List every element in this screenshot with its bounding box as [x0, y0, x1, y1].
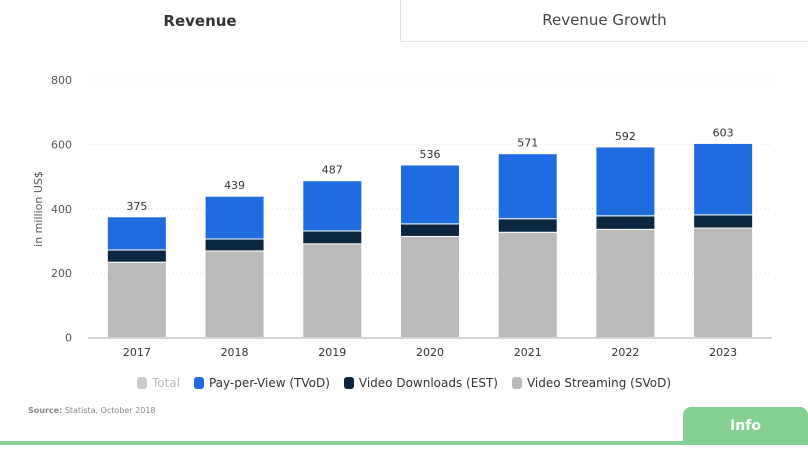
bar-segment [400, 223, 460, 237]
info-button[interactable]: Info [683, 407, 808, 444]
x-tick-label: 2022 [611, 346, 639, 359]
legend-item-est[interactable]: Video Downloads (EST) [343, 376, 498, 390]
legend-item-total[interactable]: Total [136, 376, 180, 390]
bar-segment [693, 142, 754, 216]
y-axis-label: in million US$ [32, 171, 45, 247]
stacked-bar-chart: 0 200 400 600 800 in million US$ 375 2017 439 201… [32, 74, 772, 359]
total-data-label: 487 [322, 164, 343, 177]
bar-segment [693, 214, 754, 229]
y-tick-label: 400 [51, 203, 72, 216]
legend-item-tvod[interactable]: Pay-per-View (TVoD) [193, 376, 330, 390]
bar-segment [400, 164, 460, 225]
total-data-label: 375 [126, 200, 147, 213]
bottom-accent-line [0, 441, 808, 445]
bar-segment [204, 238, 265, 252]
y-tick-label: 200 [51, 267, 72, 280]
bar-segment [595, 146, 656, 217]
total-data-label: 592 [615, 130, 636, 143]
legend-swatch [193, 377, 204, 389]
bar-segment [595, 215, 656, 230]
source-label: Source: [28, 406, 63, 415]
bar-segment [302, 180, 363, 232]
x-tick-label: 2017 [123, 346, 151, 359]
legend: Total Pay-per-View (TVoD) Video Download… [0, 376, 808, 390]
y-tick-label: 600 [51, 138, 72, 151]
bar-segment [204, 195, 265, 240]
bar-segment [400, 235, 460, 338]
bar-segment [302, 230, 363, 245]
bar-segment [302, 243, 363, 339]
legend-label: Total [151, 376, 180, 390]
tab-revenue[interactable]: Revenue [163, 12, 237, 30]
legend-label: Pay-per-View (TVoD) [208, 376, 330, 390]
bar-segment [595, 228, 656, 339]
bar-segment [497, 231, 558, 338]
legend-label: Video Downloads (EST) [358, 376, 498, 390]
total-data-label: 603 [713, 126, 734, 139]
legend-label: Video Streaming (SVoD) [526, 376, 672, 390]
bar-segment [204, 250, 265, 338]
x-tick-label: 2020 [416, 346, 444, 359]
x-tick-label: 2023 [709, 346, 737, 359]
legend-item-svod[interactable]: Video Streaming (SVoD) [511, 376, 672, 390]
y-tick-label: 800 [51, 74, 72, 87]
total-data-label: 439 [224, 179, 245, 192]
source-text: Statista, October 2018 [64, 406, 156, 415]
bar-segment [106, 261, 167, 338]
legend-swatch [343, 377, 354, 389]
tab-revenue-growth[interactable]: Revenue Growth [400, 0, 808, 42]
x-tick-label: 2018 [221, 346, 249, 359]
total-data-label: 536 [420, 148, 441, 161]
legend-swatch [511, 377, 522, 389]
y-tick-label: 0 [65, 332, 72, 345]
bar-segment [497, 153, 558, 220]
source-note: Source: Statista, October 2018 [28, 406, 156, 415]
bar-segment [497, 218, 558, 233]
x-tick-label: 2019 [318, 346, 346, 359]
bar-segment [106, 249, 167, 263]
legend-swatch [136, 377, 147, 389]
total-data-label: 571 [517, 137, 538, 150]
x-tick-label: 2021 [514, 346, 542, 359]
bar-segment [693, 227, 754, 338]
bar-segment [106, 216, 167, 251]
